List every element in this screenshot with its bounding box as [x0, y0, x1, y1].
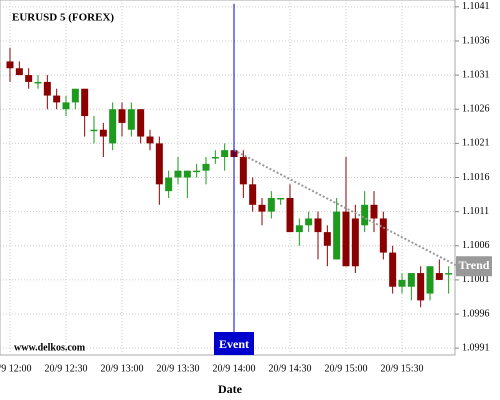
x-tick-label: 20/9 15:00 — [324, 363, 367, 374]
candle-body — [277, 197, 285, 200]
y-tick-label: 1.1021 — [462, 138, 490, 149]
event-box — [214, 332, 254, 355]
candle-body — [314, 218, 322, 233]
candle-body — [193, 170, 201, 173]
candle-body — [43, 81, 51, 96]
candle-body — [342, 211, 350, 267]
candle-body — [361, 204, 369, 226]
candle-body — [286, 197, 294, 233]
candle-body — [155, 143, 163, 185]
y-tick-label: 1.1026 — [462, 104, 490, 115]
candle-body — [370, 204, 378, 219]
candle-body — [127, 109, 135, 130]
y-tick-label: 1.1006 — [462, 240, 490, 251]
event-label: Event — [219, 337, 249, 351]
candle-body — [351, 218, 359, 267]
trend-label: Trend — [459, 258, 490, 272]
y-tick-label: 1.1011 — [462, 206, 489, 217]
candle-body — [445, 273, 453, 275]
candle-body — [258, 204, 266, 212]
candle-body — [417, 273, 425, 301]
y-tick-label: 1.0991 — [462, 342, 490, 353]
candle-body — [165, 177, 173, 192]
plot-area — [0, 0, 456, 356]
candle-body — [211, 157, 219, 159]
candle-body — [99, 129, 107, 137]
x-tick-label: 20/9 14:00 — [212, 363, 255, 374]
candle-body — [379, 218, 387, 253]
y-tick-label: 1.1041 — [462, 1, 490, 12]
candle-body — [53, 95, 61, 103]
x-tick-label: 20/9 13:00 — [100, 363, 143, 374]
candle-body — [81, 88, 89, 117]
candle-body — [183, 170, 191, 178]
x-tick-label: 20/9 15:30 — [380, 363, 423, 374]
candle-body — [6, 61, 14, 69]
candle-body — [267, 197, 275, 212]
candle-body — [25, 75, 33, 82]
candle-body — [305, 218, 313, 226]
y-tick-label: 1.1036 — [462, 35, 490, 46]
x-tick-label: 20/9 12:00 — [0, 363, 32, 374]
candle-body — [221, 150, 229, 158]
candle-body — [34, 81, 42, 84]
candle-body — [15, 68, 23, 76]
y-tick-label: 1.0996 — [462, 308, 490, 319]
y-tick-label: 1.1016 — [462, 172, 490, 183]
source-label: www.delkos.com — [14, 342, 86, 353]
candle-body — [407, 273, 415, 287]
candle-body — [239, 157, 247, 185]
candle-body — [71, 88, 79, 103]
x-tick-label: 20/9 14:30 — [268, 363, 311, 374]
x-axis-label: Date — [218, 382, 243, 396]
y-tick-label: 1.1001 — [462, 274, 490, 285]
candle-body — [426, 266, 434, 294]
x-tick-label: 20/9 12:30 — [44, 363, 87, 374]
candle-body — [109, 109, 117, 144]
x-tick-label: 20/9 13:30 — [156, 363, 199, 374]
candle-body — [90, 129, 98, 132]
candle-body — [249, 184, 257, 205]
trend-box — [456, 256, 492, 277]
candle-body — [435, 273, 443, 280]
chart-title: EURUSD 5 (FOREX) — [12, 12, 114, 24]
candle-body — [146, 136, 154, 144]
candle-body — [62, 102, 70, 110]
candle-body — [174, 170, 182, 178]
candle-body — [295, 225, 303, 233]
candle-body — [118, 109, 126, 123]
candle-body — [333, 211, 341, 260]
candle-body — [137, 109, 145, 137]
candle-body — [202, 163, 210, 171]
candle-body — [389, 252, 397, 287]
candle-body — [323, 232, 331, 246]
candle-body — [398, 279, 406, 287]
y-tick-label: 1.1031 — [462, 69, 490, 80]
